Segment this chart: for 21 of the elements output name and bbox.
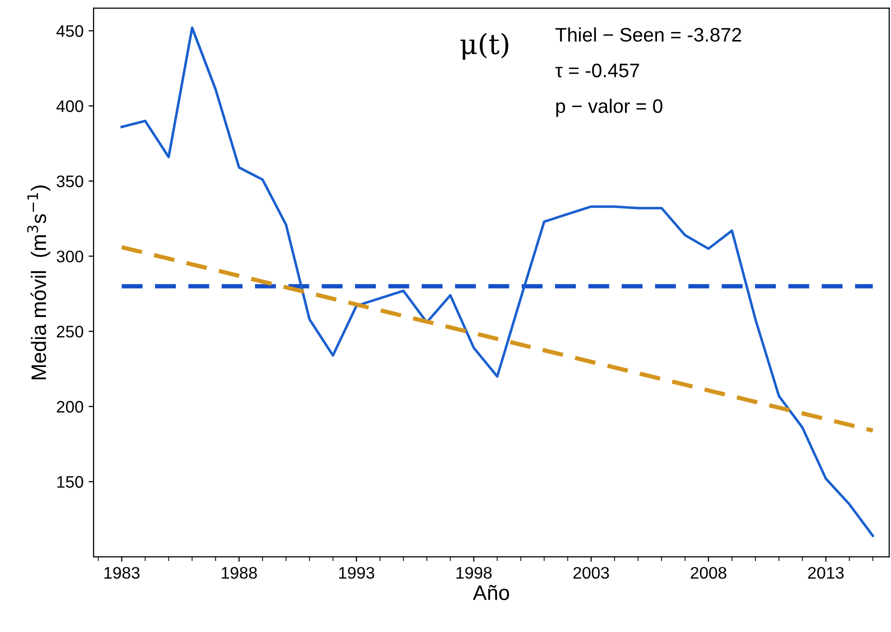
x-tick-label: 2013 xyxy=(808,566,844,579)
x-tick-label: 1988 xyxy=(222,566,257,579)
y-tick-label: 300 xyxy=(56,250,84,262)
annotation: τ = -0.457 xyxy=(555,64,640,78)
x-tick-label: 2008 xyxy=(690,566,726,579)
x-tick-label: 2003 xyxy=(573,566,609,579)
x-tick-label: 1993 xyxy=(339,566,374,579)
y-tick-label: 250 xyxy=(56,326,84,338)
y-tick-label: 400 xyxy=(56,100,84,112)
x-tick-label: 1983 xyxy=(104,566,140,579)
y-tick-label: 200 xyxy=(56,400,84,413)
x-axis-title: Año xyxy=(472,584,510,600)
line-series xyxy=(120,26,874,537)
annotation: p − valor = 0 xyxy=(556,98,662,117)
y-axis-title: Media móvil (m$^{3}$s$^{−1}$) xyxy=(27,186,50,380)
y-tick-label: 450 xyxy=(56,25,84,37)
y-tick-label: 350 xyxy=(56,175,84,188)
annotation: Thiel − Seen = -3.872 xyxy=(555,27,742,42)
x-tick-label: 1998 xyxy=(456,566,492,579)
y-tick-label: 150 xyxy=(57,476,84,488)
annotation: μ(t) xyxy=(460,32,508,60)
